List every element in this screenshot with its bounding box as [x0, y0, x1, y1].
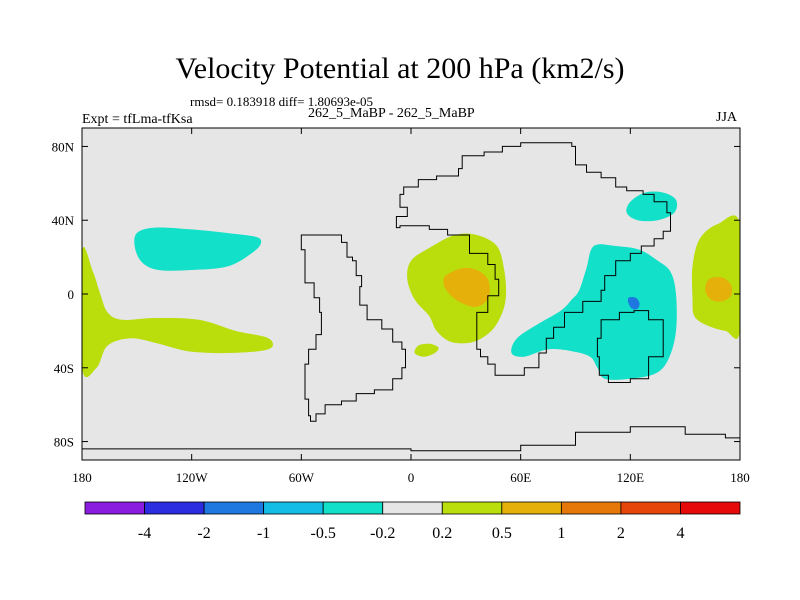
- x-tick-label: 0: [408, 470, 415, 485]
- contour-africa-core: [443, 267, 490, 307]
- colorbar-label: 2: [617, 525, 625, 542]
- y-tick-label: 80S: [54, 435, 74, 450]
- colorbar-swatch: [84, 501, 145, 515]
- colorbar-swatch: [560, 501, 622, 515]
- x-tick-label: 60E: [510, 470, 531, 485]
- stats-line: rmsd= 0.183918 diff= 1.80693e-05: [190, 94, 374, 109]
- colorbar-swatch: [441, 501, 503, 515]
- colorbar-swatch: [620, 501, 681, 515]
- contour-north-pacific-negative: [134, 227, 262, 271]
- colorbar-label: 1: [557, 525, 565, 542]
- y-tick-label: 40N: [52, 213, 75, 228]
- colorbar-label: -2: [197, 525, 210, 542]
- experiment-label: Expt = tfLma-tfKsa: [82, 112, 193, 127]
- colorbar-label: -0.2: [370, 525, 395, 542]
- americas-outline: [300, 234, 406, 422]
- axis-ticks: 180 120W 60W 0 60E 120E 180 80N 40N 0 40S 80S: [52, 128, 750, 485]
- y-tick-label: 80N: [52, 139, 75, 154]
- x-tick-label: 180: [730, 470, 750, 485]
- chart-title: Velocity Potential at 200 hPa (km2/s): [175, 52, 625, 85]
- colorbar-swatch: [144, 501, 205, 515]
- continent-outlines: [82, 142, 740, 460]
- colorbar-label: 0.2: [432, 525, 452, 542]
- colorbar-swatch: [501, 501, 562, 515]
- x-tick-label: 120W: [176, 470, 209, 485]
- contour-eastern-pacific-positive: [82, 247, 273, 378]
- australia-outline: [596, 310, 664, 383]
- colorbar-label: -1: [257, 525, 270, 542]
- colorbar: -4 -2 -1 -0.5 -0.2 0.2 0.5 1 2 4: [84, 501, 741, 542]
- colorbar-swatch: [322, 501, 384, 515]
- contour-asia-negative: [511, 244, 677, 380]
- x-tick-label: 120E: [617, 470, 645, 485]
- season-label: JJA: [716, 110, 738, 125]
- colorbar-label: 0.5: [492, 525, 512, 542]
- x-tick-label: 60W: [289, 470, 315, 485]
- europe-africa-asia-outline: [395, 142, 671, 376]
- colorbar-label: -4: [138, 525, 151, 542]
- contour-west-pacific-core: [705, 276, 733, 302]
- case-label: 262_5_MaBP - 262_5_MaBP: [308, 106, 475, 121]
- colorbar-swatch: [382, 501, 443, 515]
- colorbar-swatch: [680, 501, 741, 515]
- contour-fills: [82, 191, 740, 380]
- y-tick-label: 40S: [54, 361, 74, 376]
- contour-asia-core: [627, 297, 640, 310]
- y-tick-label: 0: [68, 287, 75, 302]
- colorbar-swatch: [203, 501, 265, 515]
- contour-south-atlantic-blob: [414, 343, 439, 357]
- x-tick-label: 180: [72, 470, 92, 485]
- colorbar-label: 4: [676, 525, 684, 542]
- antarctica-outline: [82, 426, 740, 460]
- colorbar-label: -0.5: [311, 525, 336, 542]
- colorbar-swatch: [263, 501, 324, 515]
- contour-nw-pacific-negative: [626, 191, 678, 222]
